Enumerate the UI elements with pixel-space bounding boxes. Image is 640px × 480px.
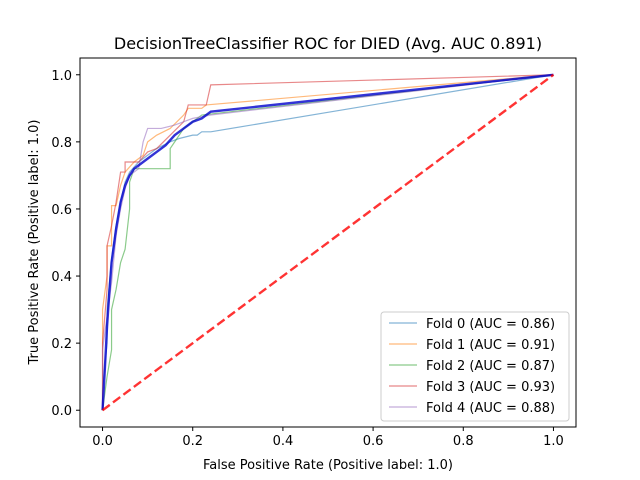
x-tick-label: 0.8 [453,434,474,449]
y-tick-label: 1.0 [51,69,72,84]
y-axis-label: True Positive Rate (Positive label: 1.0) [27,120,42,366]
chart-title: DecisionTreeClassifier ROC for DIED (Avg… [114,34,542,53]
y-tick-label: 0.8 [51,136,72,151]
fold-3-roc-line [101,74,554,411]
y-tick-label: 0.6 [51,203,72,218]
legend: Fold 0 (AUC = 0.86) Fold 1 (AUC = 0.91) Fo… [380,311,570,422]
series-layer [101,73,555,412]
x-tick-label: 0.6 [363,434,384,449]
y-tick-label: 0.2 [51,337,72,352]
x-tick-label: 0.4 [273,434,294,449]
legend-box [380,311,570,422]
x-tick-label: 0.2 [182,434,203,449]
y-tick-label: 0.0 [51,404,72,419]
legend-label: Fold 4 (AUC = 0.88) [426,401,555,416]
chance-line [101,73,555,412]
x-tick-label: 0.0 [92,434,113,449]
legend-label: Fold 3 (AUC = 0.93) [426,380,555,395]
legend-label: Fold 2 (AUC = 0.87) [426,359,555,374]
y-tick-label: 0.4 [51,270,72,285]
y-axis-ticks: 0.0 0.2 0.4 0.6 0.8 1.0 [51,69,80,419]
legend-items: Fold 0 (AUC = 0.86) Fold 1 (AUC = 0.91) Fo… [389,317,555,416]
legend-label: Fold 1 (AUC = 0.91) [426,338,555,353]
mean-roc-line [101,73,554,411]
x-tick-label: 1.0 [543,434,564,449]
legend-label: Fold 0 (AUC = 0.86) [426,317,555,332]
x-axis-label: False Positive Rate (Positive label: 1.0… [203,458,453,473]
x-axis-ticks: 0.0 0.2 0.4 0.6 0.8 1.0 [92,427,564,449]
plot-frame [79,57,577,428]
